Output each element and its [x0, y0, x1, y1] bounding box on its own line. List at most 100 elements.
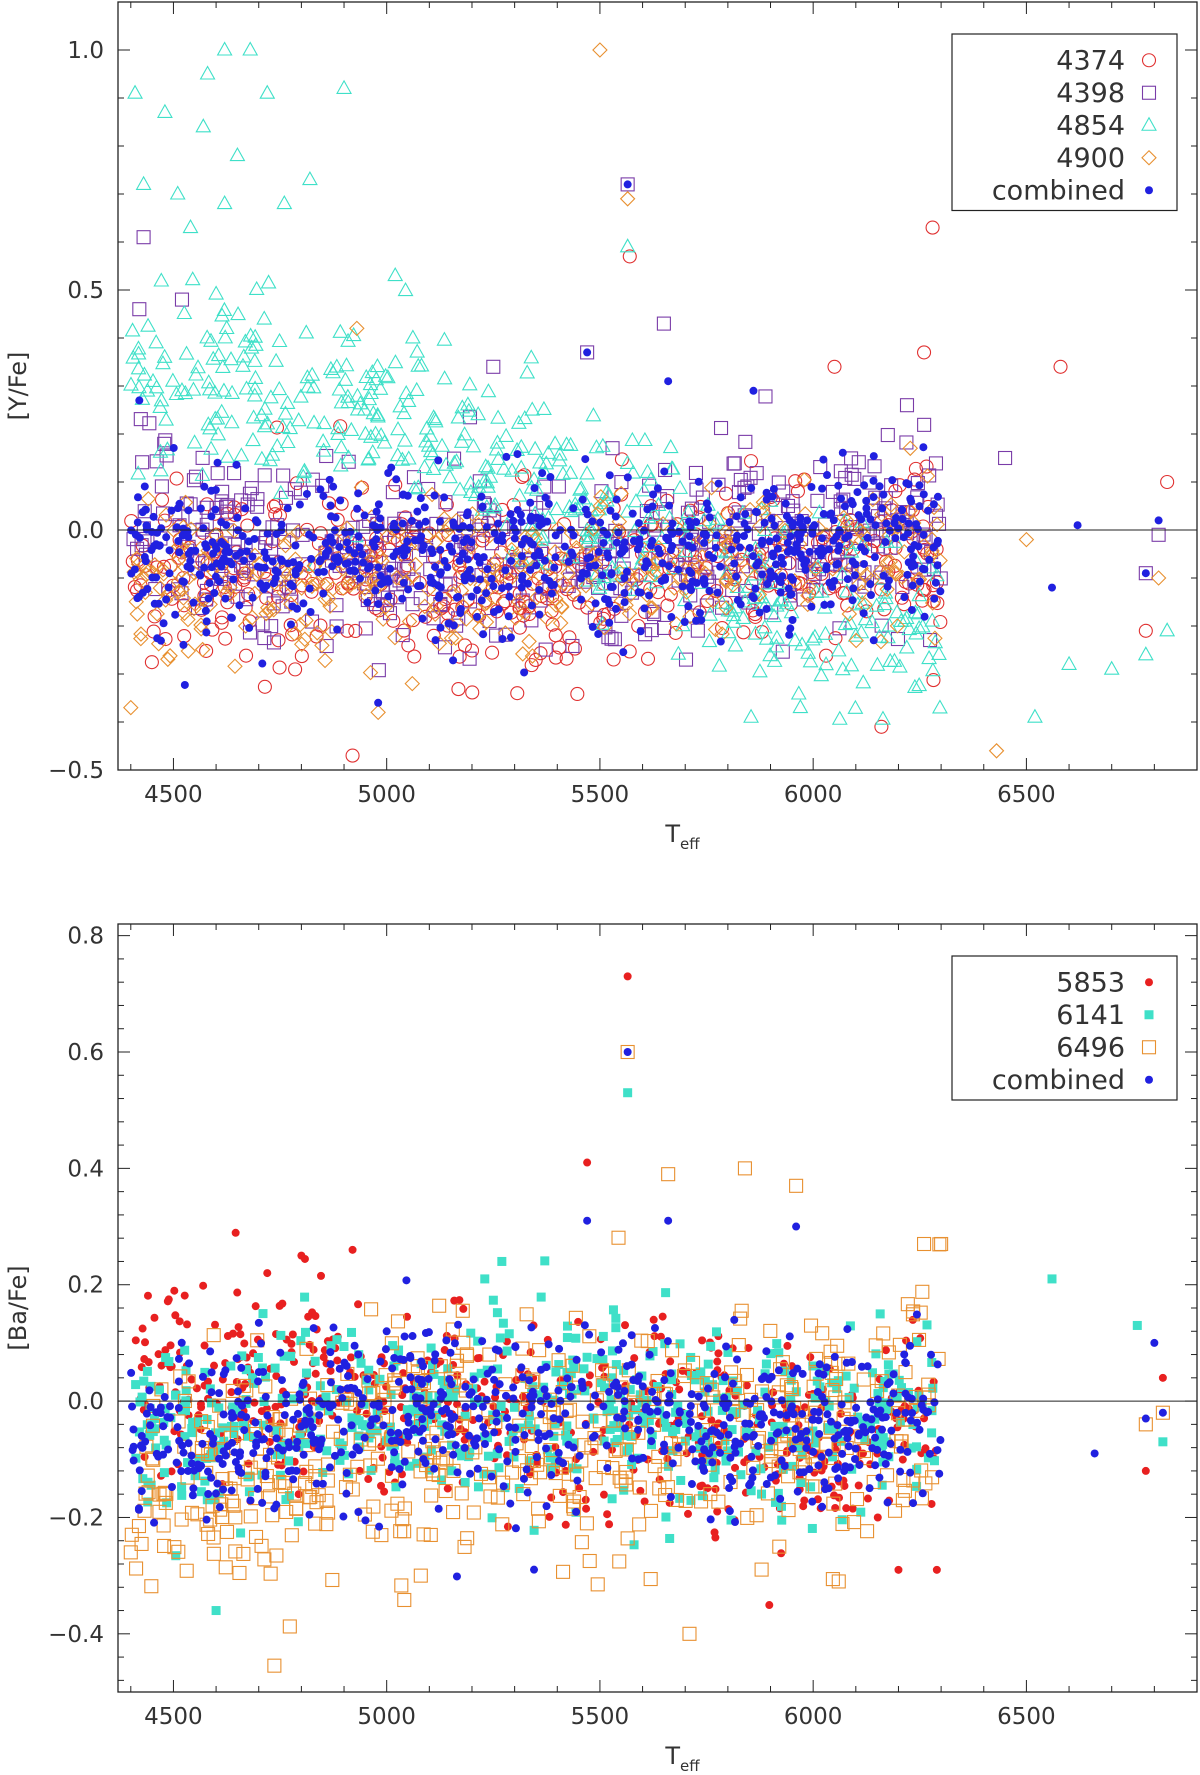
- data-point: [228, 1402, 238, 1412]
- data-point: [380, 1487, 389, 1496]
- data-point: [370, 408, 386, 423]
- data-point: [499, 1482, 508, 1491]
- data-point: [608, 1305, 618, 1315]
- data-point: [833, 559, 842, 568]
- data-point: [460, 593, 475, 608]
- data-point: [793, 1487, 802, 1496]
- data-point: [686, 1417, 695, 1426]
- data-point: [531, 1501, 546, 1516]
- data-point: [201, 381, 218, 396]
- data-point: [397, 1592, 412, 1608]
- data-point: [156, 1486, 171, 1501]
- data-point: [879, 1398, 889, 1408]
- data-point: [568, 542, 585, 559]
- panel1-series-4398: [126, 177, 1166, 678]
- data-point: [636, 431, 653, 447]
- data-point: [434, 456, 443, 465]
- data-point: [920, 612, 929, 621]
- data-point: [793, 530, 802, 539]
- data-point: [599, 538, 608, 547]
- data-point: [536, 1365, 545, 1374]
- data-point: [315, 433, 332, 448]
- data-point: [278, 490, 294, 505]
- data-point: [354, 1507, 363, 1516]
- data-point: [511, 1342, 520, 1351]
- data-point: [485, 645, 500, 660]
- data-point: [363, 1375, 372, 1384]
- data-point: [299, 1467, 308, 1476]
- data-point: [410, 479, 427, 494]
- data-point: [652, 492, 667, 507]
- data-point: [215, 1454, 224, 1463]
- data-point: [649, 552, 665, 569]
- data-point: [215, 1471, 230, 1487]
- data-point: [263, 1411, 272, 1420]
- data-point: [706, 1341, 716, 1351]
- data-point: [374, 563, 383, 572]
- data-point: [801, 565, 810, 574]
- data-point: [179, 1563, 194, 1578]
- data-point: [328, 562, 337, 571]
- data-point: [338, 1394, 347, 1403]
- data-point: [652, 1382, 662, 1392]
- data-point: [407, 516, 416, 525]
- data-point: [135, 455, 150, 470]
- data-point: [424, 1465, 434, 1475]
- data-point: [912, 1337, 922, 1347]
- data-point: [305, 530, 314, 539]
- data-point: [169, 443, 178, 452]
- data-point: [620, 588, 629, 597]
- data-point: [732, 572, 741, 581]
- data-point: [478, 1337, 487, 1346]
- data-point: [326, 1348, 335, 1357]
- data-point: [473, 586, 482, 595]
- data-point: [914, 542, 923, 551]
- data-point: [859, 1423, 868, 1432]
- data-point: [394, 1460, 404, 1470]
- data-point: [451, 534, 460, 543]
- data-point: [313, 526, 328, 541]
- data-point: [704, 505, 713, 514]
- data-point: [364, 363, 381, 379]
- data-point: [221, 547, 230, 556]
- data-point: [263, 1566, 278, 1581]
- data-point: [150, 1518, 159, 1527]
- data-point: [464, 643, 480, 658]
- data-point: [390, 1496, 405, 1511]
- data-point: [528, 540, 537, 549]
- data-point: [269, 437, 286, 453]
- data-point: [235, 357, 251, 372]
- data-point: [436, 623, 445, 632]
- data-point: [622, 567, 631, 576]
- data-point: [333, 419, 348, 434]
- data-point: [1047, 583, 1056, 592]
- data-point: [364, 444, 381, 459]
- data-point: [912, 1481, 922, 1491]
- data-point: [736, 493, 745, 502]
- data-point: [300, 1327, 310, 1337]
- data-point: [179, 1448, 188, 1457]
- data-point: [254, 1538, 269, 1553]
- data-point: [266, 596, 281, 611]
- data-point: [768, 597, 785, 612]
- data-point: [869, 636, 878, 645]
- data-point: [295, 463, 312, 479]
- data-point: [166, 1341, 175, 1350]
- data-point: [456, 609, 465, 618]
- data-point: [227, 1388, 236, 1397]
- data-point: [375, 1522, 384, 1531]
- data-point: [195, 118, 212, 133]
- data-point: [561, 1430, 571, 1440]
- data-point: [881, 538, 890, 547]
- data-point: [242, 41, 259, 56]
- data-point: [621, 1321, 630, 1330]
- data-point: [908, 581, 917, 590]
- data-point: [495, 1445, 504, 1454]
- data-point: [588, 439, 605, 454]
- data-point: [248, 280, 265, 296]
- data-point: [883, 497, 899, 513]
- data-point: [680, 617, 689, 626]
- data-point: [576, 574, 585, 583]
- data-point: [518, 1409, 527, 1418]
- data-point: [286, 620, 295, 629]
